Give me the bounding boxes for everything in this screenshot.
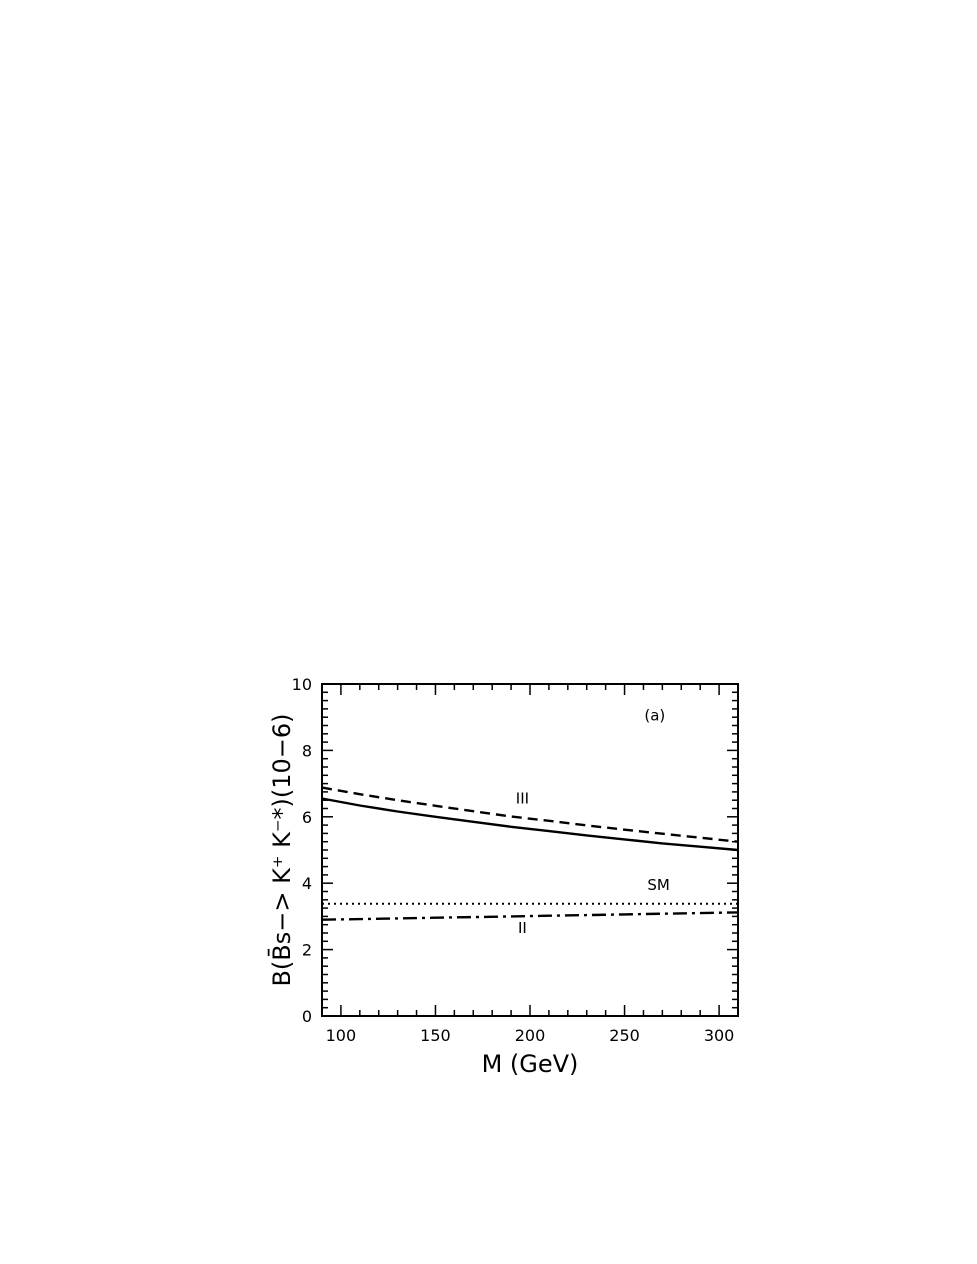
y-tick-label: 2 xyxy=(302,941,312,960)
series-line-ii xyxy=(321,911,739,921)
series-annotation: III xyxy=(516,790,529,808)
x-tick-label: 300 xyxy=(704,1026,735,1045)
x-tick-label: 200 xyxy=(515,1026,546,1045)
plot-frame xyxy=(321,683,739,1017)
y-tick-label: 4 xyxy=(302,874,312,893)
series-annotation: II xyxy=(518,919,527,937)
x-tick-label: 150 xyxy=(420,1026,451,1045)
y-axis-title: B(B̄s−> K⁺ K⁻*)(10−6) xyxy=(267,713,296,986)
axis-tick-labels: 100 150 200 250 300 0 2 4 6 8 10 xyxy=(292,675,735,1045)
y-tick-label: 6 xyxy=(302,808,312,827)
axis-ticks xyxy=(321,683,739,1017)
y-tick-label: 8 xyxy=(302,741,312,760)
x-tick-label: 250 xyxy=(609,1026,640,1045)
series-line-iii xyxy=(321,786,739,843)
series-lines xyxy=(321,786,739,921)
panel-label: (a) xyxy=(644,707,665,725)
y-tick-label: 0 xyxy=(302,1007,312,1026)
x-axis-title: M (GeV) xyxy=(482,1050,579,1078)
series-annotation: SM xyxy=(647,876,669,894)
series-line-solid xyxy=(321,797,739,852)
x-tick-label: 100 xyxy=(326,1026,357,1045)
series-annotations: III SM II xyxy=(516,790,670,937)
y-tick-label: 10 xyxy=(292,675,312,694)
